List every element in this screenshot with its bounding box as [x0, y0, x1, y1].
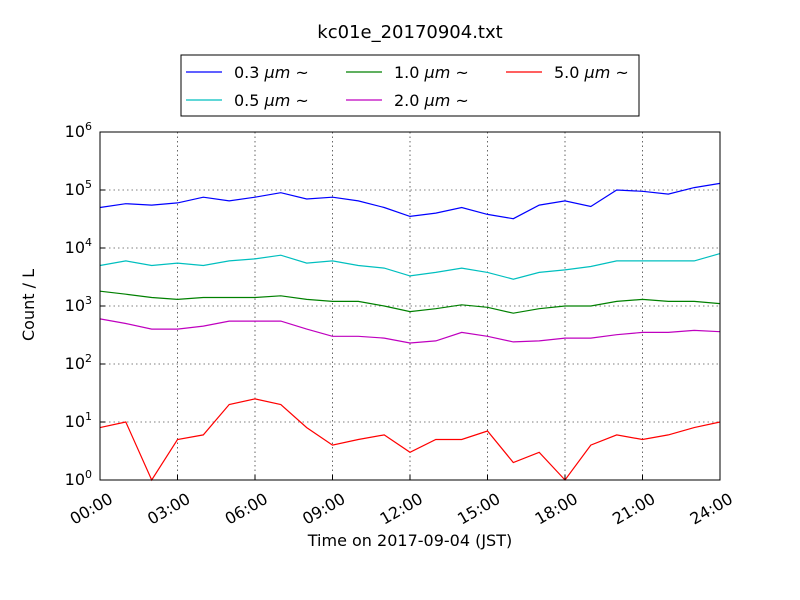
series-line-0.3 [99, 182, 721, 220]
legend: 0.3 μm ~ 0.5 μm ~ 1.0 μm ~ 2.0 μm ~ 5.0 μm ~ [180, 54, 640, 117]
y-tick-exponent: 2 [85, 352, 92, 365]
x-tick-label: 09:00 [299, 489, 348, 529]
y-tick-label: 106 [65, 120, 92, 141]
y-tick-label: 104 [65, 236, 92, 257]
legend-suffix: ~ [290, 63, 309, 82]
legend-unit: μm [584, 63, 611, 82]
series-line-0.5 [99, 253, 721, 280]
x-axis-label: Time on 2017-09-04 (JST) [307, 531, 512, 550]
y-tick-label: 101 [65, 410, 92, 431]
legend-unit: μm [264, 63, 291, 82]
y-tick-exponent: 5 [85, 178, 92, 191]
chart-title: kc01e_20170904.txt [317, 22, 502, 43]
legend-box [180, 54, 640, 117]
x-tick-label: 03:00 [144, 489, 193, 529]
y-tick-label: 100 [65, 468, 92, 489]
legend-suffix: ~ [450, 63, 469, 82]
legend-suffix: ~ [610, 63, 629, 82]
x-tick-label: 00:00 [67, 489, 116, 529]
legend-suffix: ~ [450, 91, 469, 110]
legend-suffix: ~ [290, 91, 309, 110]
x-tick-label: 15:00 [454, 489, 503, 529]
legend-label-0.3: 0.3 μm ~ [234, 63, 309, 82]
y-tick-exponent: 4 [85, 236, 92, 249]
series-line-2.0 [99, 318, 721, 344]
x-tick-label: 21:00 [609, 489, 658, 529]
legend-label-0.5: 0.5 μm ~ [234, 91, 309, 110]
legend-unit: μm [264, 91, 291, 110]
y-tick-exponent: 0 [85, 468, 92, 481]
x-tick-label: 06:00 [222, 489, 271, 529]
x-tick-label: 18:00 [532, 489, 581, 529]
y-tick-label: 102 [65, 352, 92, 373]
y-tick-label: 103 [65, 294, 92, 315]
legend-unit: μm [424, 63, 451, 82]
x-tick-label: 12:00 [377, 489, 426, 529]
plot-area: 00:00 03:00 06:00 09:00 12:00 15:00 18:00 21:00… [65, 120, 736, 529]
y-tick-exponent: 1 [85, 410, 92, 423]
series-line-5.0 [99, 398, 721, 482]
series-line-1.0 [99, 290, 721, 314]
y-tick-label: 105 [65, 178, 92, 199]
y-axis-label: Count / L [19, 269, 38, 341]
legend-label-2.0: 2.0 μm ~ [394, 91, 469, 110]
legend-unit: μm [424, 91, 451, 110]
y-tick-exponent: 3 [85, 294, 92, 307]
x-tick-label: 24:00 [687, 489, 736, 529]
y-tick-exponent: 6 [85, 120, 92, 133]
legend-label-5.0: 5.0 μm ~ [554, 63, 629, 82]
legend-label-1.0: 1.0 μm ~ [394, 63, 469, 82]
